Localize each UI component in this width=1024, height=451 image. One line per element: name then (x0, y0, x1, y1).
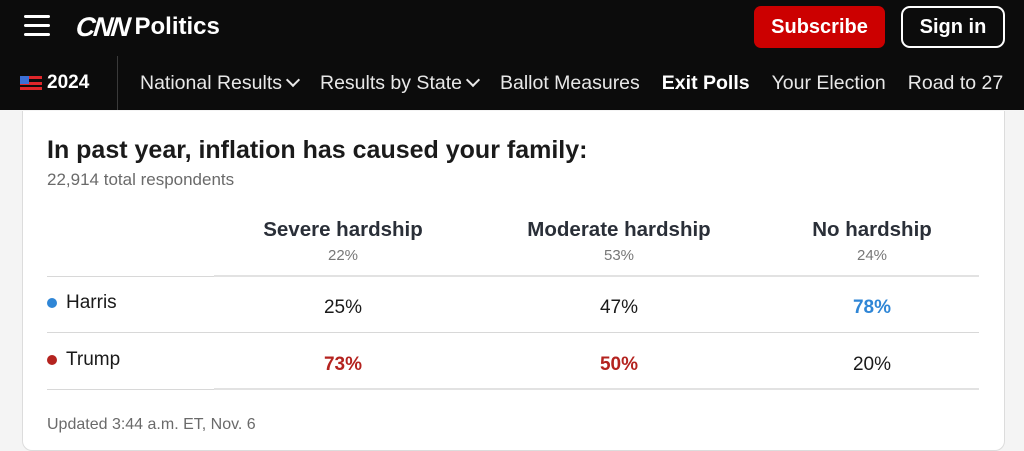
election-year[interactable]: 2024 (0, 56, 118, 110)
column-header-moderate: Moderate hardship 53% (499, 218, 739, 264)
divider (214, 388, 979, 390)
us-flag-icon (20, 76, 42, 90)
nav-ballot-measures[interactable]: Ballot Measures (500, 72, 640, 95)
nav-label: National Results (140, 71, 282, 94)
cell-trump-none: 20% (852, 354, 892, 375)
nav-label: Results by State (319, 71, 462, 94)
trump-dot-icon (47, 355, 57, 365)
sign-in-button[interactable]: Sign in (901, 6, 1005, 48)
nav-results-by-state[interactable]: Results by State (319, 71, 481, 95)
nav-your-election[interactable]: Your Election (772, 72, 886, 95)
poll-question: In past year, inflation has caused your … (47, 136, 588, 164)
cell-trump-severe: 73% (323, 354, 363, 375)
top-header: CNN Politics Subscribe Sign in (0, 0, 1024, 56)
candidate-name: Trump (66, 349, 121, 370)
cnn-politics-logo[interactable]: CNN Politics (74, 10, 220, 44)
chevron-down-icon (465, 72, 481, 88)
column-header-none: No hardship 24% (752, 218, 992, 264)
row-label-trump: Trump (47, 349, 120, 371)
nav-label: Road to 27 (907, 71, 1004, 94)
exit-poll-card: In past year, inflation has caused your … (22, 111, 1005, 451)
nav-items: National Results Results by State Ballot… (140, 56, 1024, 110)
nav-road-to-270[interactable]: Road to 27 (908, 72, 1003, 95)
cell-harris-none: 78% (852, 297, 892, 318)
chevron-down-icon (285, 72, 301, 88)
divider (214, 275, 979, 277)
nav-label: Your Election (771, 71, 886, 94)
nav-label: Ballot Measures (499, 71, 640, 94)
cell-trump-moderate: 50% (599, 354, 639, 375)
updated-timestamp: Updated 3:44 a.m. ET, Nov. 6 (47, 416, 256, 433)
column-share: 22% (327, 247, 359, 264)
divider (47, 389, 214, 390)
cell-harris-moderate: 47% (599, 297, 639, 318)
year-label: 2024 (47, 72, 90, 93)
column-name: Moderate hardship (527, 218, 711, 241)
nav-exit-polls[interactable]: Exit Polls (662, 72, 750, 95)
election-nav: 2024 National Results Results by State B… (0, 56, 1024, 110)
nav-label: Exit Polls (661, 71, 750, 94)
column-share: 53% (603, 247, 635, 264)
cell-harris-severe: 25% (323, 297, 363, 318)
hamburger-menu-icon[interactable] (24, 15, 50, 37)
column-name: Severe hardship (263, 218, 423, 241)
section-name: Politics (134, 13, 220, 40)
row-label-harris: Harris (47, 292, 117, 314)
subscribe-button[interactable]: Subscribe (754, 6, 885, 48)
column-share: 24% (856, 247, 888, 264)
harris-dot-icon (47, 298, 57, 308)
column-name: No hardship (812, 218, 932, 241)
cnn-logo: CNN (74, 11, 131, 42)
nav-national-results[interactable]: National Results (140, 71, 301, 95)
column-header-severe: Severe hardship 22% (223, 218, 463, 264)
candidate-name: Harris (66, 292, 117, 313)
divider (47, 332, 979, 333)
divider (47, 276, 214, 277)
respondent-count: 22,914 total respondents (47, 170, 235, 189)
